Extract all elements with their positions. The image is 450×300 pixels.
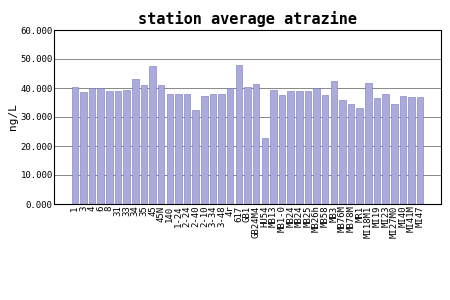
Bar	[158, 85, 164, 204]
Title: station average atrazine: station average atrazine	[138, 11, 357, 27]
Bar	[227, 88, 234, 204]
Bar	[331, 81, 337, 204]
Bar	[89, 88, 95, 204]
Bar	[417, 97, 423, 204]
Bar	[339, 100, 346, 204]
Y-axis label: ng/L: ng/L	[8, 103, 18, 130]
Bar	[218, 94, 225, 204]
Bar	[261, 138, 268, 204]
Bar	[123, 90, 130, 204]
Bar	[236, 65, 242, 204]
Bar	[279, 95, 285, 204]
Bar	[356, 108, 363, 204]
Bar	[408, 97, 415, 204]
Bar	[98, 88, 104, 204]
Bar	[348, 104, 354, 204]
Bar	[288, 92, 294, 204]
Bar	[166, 94, 173, 204]
Bar	[184, 94, 190, 204]
Bar	[201, 96, 207, 204]
Bar	[244, 86, 251, 204]
Bar	[365, 83, 372, 204]
Bar	[322, 95, 328, 204]
Bar	[80, 92, 87, 204]
Bar	[400, 96, 406, 204]
Bar	[296, 91, 302, 204]
Bar	[149, 66, 156, 204]
Bar	[72, 87, 78, 204]
Bar	[210, 94, 216, 204]
Bar	[193, 110, 199, 204]
Bar	[106, 91, 112, 204]
Bar	[270, 90, 277, 204]
Bar	[141, 85, 147, 204]
Bar	[253, 84, 259, 204]
Bar	[313, 88, 320, 204]
Bar	[132, 79, 139, 204]
Bar	[382, 94, 389, 204]
Bar	[115, 92, 121, 204]
Bar	[391, 104, 397, 204]
Bar	[374, 98, 380, 204]
Bar	[175, 94, 182, 204]
Bar	[305, 91, 311, 204]
